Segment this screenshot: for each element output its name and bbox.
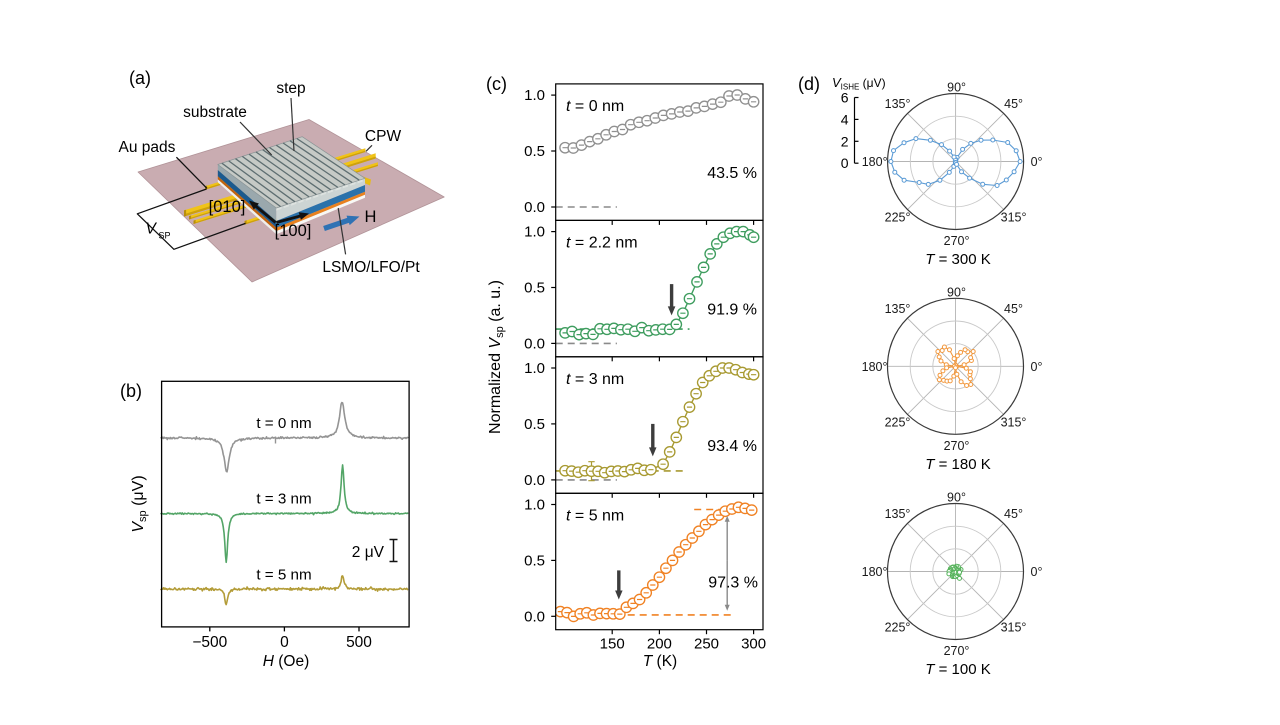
svg-text:2 μV: 2 μV bbox=[352, 544, 385, 561]
svg-text:1.0: 1.0 bbox=[524, 360, 545, 377]
svg-text:(d): (d) bbox=[798, 74, 820, 94]
svg-text:0: 0 bbox=[841, 155, 849, 171]
svg-text:T = 100 K: T = 100 K bbox=[925, 661, 990, 678]
svg-text:270°: 270° bbox=[944, 234, 970, 248]
svg-text:Au pads: Au pads bbox=[119, 139, 176, 156]
svg-text:t = 0 nm: t = 0 nm bbox=[566, 98, 624, 115]
svg-text:45°: 45° bbox=[1004, 302, 1023, 316]
svg-text:2: 2 bbox=[841, 133, 849, 149]
svg-text:91.9 %: 91.9 % bbox=[707, 301, 757, 318]
svg-text:0.0: 0.0 bbox=[524, 335, 545, 352]
svg-text:substrate: substrate bbox=[183, 104, 247, 121]
svg-text:1.0: 1.0 bbox=[524, 224, 545, 241]
svg-text:500: 500 bbox=[346, 634, 372, 651]
svg-text:0°: 0° bbox=[1031, 155, 1043, 169]
svg-text:Vsp (μV): Vsp (μV) bbox=[130, 475, 149, 532]
svg-text:LSMO/LFO/Pt: LSMO/LFO/Pt bbox=[322, 259, 420, 276]
svg-text:315°: 315° bbox=[1001, 621, 1027, 635]
svg-text:135°: 135° bbox=[885, 507, 911, 521]
svg-text:0: 0 bbox=[280, 634, 289, 651]
svg-text:0.0: 0.0 bbox=[524, 199, 545, 216]
svg-text:97.3 %: 97.3 % bbox=[708, 574, 758, 591]
svg-text:t = 5 nm: t = 5 nm bbox=[256, 567, 311, 584]
svg-text:T = 180 K: T = 180 K bbox=[925, 456, 990, 473]
svg-text:(b): (b) bbox=[120, 381, 142, 401]
svg-text:0°: 0° bbox=[1031, 565, 1043, 579]
svg-text:135°: 135° bbox=[885, 97, 911, 111]
svg-text:T (K): T (K) bbox=[643, 653, 677, 670]
svg-text:(c): (c) bbox=[486, 74, 507, 94]
svg-text:t = 5 nm: t = 5 nm bbox=[566, 507, 624, 524]
svg-text:315°: 315° bbox=[1001, 415, 1027, 429]
svg-text:225°: 225° bbox=[885, 621, 911, 635]
svg-text:225°: 225° bbox=[885, 211, 911, 225]
svg-text:t = 0 nm: t = 0 nm bbox=[256, 415, 311, 432]
svg-text:43.5 %: 43.5 % bbox=[707, 165, 757, 182]
svg-text:0.0: 0.0 bbox=[524, 608, 545, 625]
svg-text:Normalized Vsp (a. u.): Normalized Vsp (a. u.) bbox=[487, 280, 506, 434]
svg-text:45°: 45° bbox=[1004, 507, 1023, 521]
svg-text:135°: 135° bbox=[885, 302, 911, 316]
svg-text:VISHE (μV): VISHE (μV) bbox=[832, 75, 886, 92]
svg-text:step: step bbox=[276, 80, 305, 97]
svg-text:1.0: 1.0 bbox=[524, 497, 545, 514]
svg-text:SP: SP bbox=[159, 231, 171, 241]
svg-text:(a): (a) bbox=[129, 68, 151, 88]
svg-text:H: H bbox=[365, 208, 377, 226]
svg-text:150: 150 bbox=[600, 636, 625, 653]
svg-text:0.5: 0.5 bbox=[524, 416, 545, 433]
svg-text:4: 4 bbox=[841, 111, 849, 127]
svg-text:250: 250 bbox=[694, 636, 719, 653]
svg-text:180°: 180° bbox=[862, 155, 888, 169]
svg-text:90°: 90° bbox=[947, 81, 966, 95]
svg-text:270°: 270° bbox=[944, 439, 970, 453]
svg-text:0°: 0° bbox=[1031, 360, 1043, 374]
svg-text:[100]: [100] bbox=[275, 222, 312, 240]
svg-text:180°: 180° bbox=[862, 360, 888, 374]
svg-text:−500: −500 bbox=[192, 634, 227, 651]
svg-text:225°: 225° bbox=[885, 415, 911, 429]
svg-text:0.5: 0.5 bbox=[524, 552, 545, 569]
svg-text:1.0: 1.0 bbox=[524, 87, 545, 104]
svg-text:315°: 315° bbox=[1001, 211, 1027, 225]
svg-text:T = 300 K: T = 300 K bbox=[925, 251, 990, 268]
svg-text:90°: 90° bbox=[947, 491, 966, 505]
svg-text:45°: 45° bbox=[1004, 97, 1023, 111]
svg-text:180°: 180° bbox=[862, 565, 888, 579]
svg-text:90°: 90° bbox=[947, 285, 966, 299]
svg-text:0.5: 0.5 bbox=[524, 280, 545, 297]
svg-text:t = 2.2 nm: t = 2.2 nm bbox=[566, 234, 638, 251]
svg-text:300: 300 bbox=[741, 636, 766, 653]
svg-text:6: 6 bbox=[841, 90, 849, 106]
svg-text:t = 3 nm: t = 3 nm bbox=[566, 371, 624, 388]
svg-text:t = 3 nm: t = 3 nm bbox=[256, 491, 311, 508]
svg-text:0.0: 0.0 bbox=[524, 472, 545, 489]
svg-text:V: V bbox=[146, 221, 158, 238]
svg-text:H (Oe): H (Oe) bbox=[263, 653, 310, 670]
svg-text:[010]: [010] bbox=[209, 198, 246, 216]
svg-text:200: 200 bbox=[647, 636, 672, 653]
svg-text:93.4 %: 93.4 % bbox=[707, 438, 757, 455]
svg-text:0.5: 0.5 bbox=[524, 143, 545, 160]
svg-text:CPW: CPW bbox=[365, 128, 402, 145]
svg-text:270°: 270° bbox=[944, 644, 970, 658]
